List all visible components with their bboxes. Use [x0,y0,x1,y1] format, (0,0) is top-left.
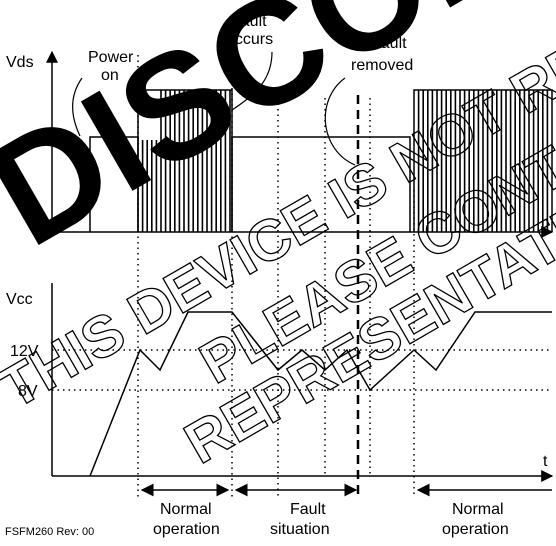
vcc-waveform [89,311,552,477]
fault-removed-pointer [324,77,356,166]
power-on-label-line1: Power [88,49,134,66]
fault-removed-label-line2: removed [351,57,413,74]
fault-occurs-pointer [231,51,273,111]
power-on-label-line2: on [101,67,119,84]
vcc-axis-label: Vcc [6,291,33,308]
phase-2-line1: Fault [290,501,326,518]
phase-2-line2: situation [270,521,330,538]
time-markers [137,55,415,498]
level-12v-label: 12V [10,343,39,360]
level-8v-label: 8V [18,383,38,400]
vcc-axis [51,283,554,482]
switching-burst-2 [413,89,553,232]
fault-removed-label-line1: Fault [371,35,407,52]
switching-burst-1 [137,89,233,232]
vds-axis-label: Vds [6,54,34,71]
phase-1-line1: Normal [160,501,212,518]
footer-revision: FSFM260 Rev: 00 [5,526,94,538]
fault-occurs-label-line2: occurs [226,31,273,48]
phase-3-line2: operation [442,521,509,538]
time-axis-label: t [543,453,548,470]
fault-occurs-label-line1: Fault [231,13,267,30]
phase-3-line1: Normal [452,501,504,518]
watermark: DISCONTINUED THIS DEVICE IS NOT RECOMMEN… [0,0,556,477]
power-on-pointer [72,77,83,137]
phase-1-line2: operation [153,521,220,538]
